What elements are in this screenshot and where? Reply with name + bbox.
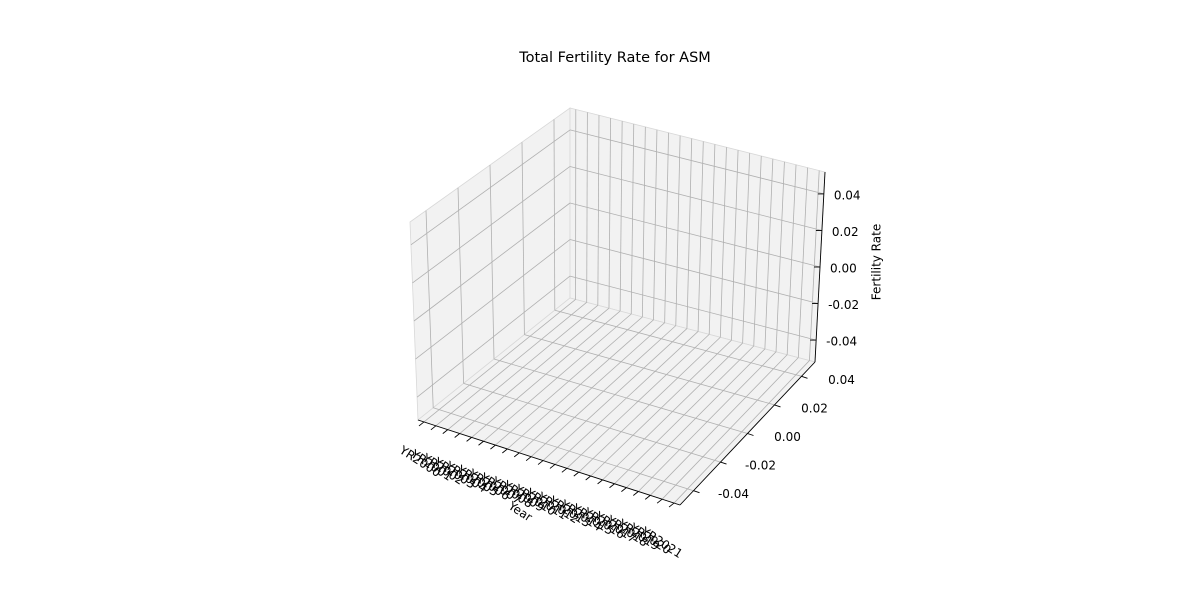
- z-grid-line: [410, 129, 571, 246]
- x-tick: [633, 491, 639, 496]
- y-tick-label: 0.02: [801, 401, 828, 415]
- x-tick: [442, 429, 449, 435]
- x-tick: [418, 421, 425, 427]
- y-tick-label: -0.02: [745, 459, 776, 473]
- x-tick: [466, 437, 472, 442]
- z-grid-line: [412, 166, 571, 284]
- z-tick-label: -0.04: [826, 335, 857, 349]
- x-tick: [430, 425, 437, 431]
- y-tick: [774, 404, 781, 408]
- x-tick: [656, 498, 663, 504]
- x-tick: [644, 494, 651, 500]
- x-tick: [585, 475, 591, 481]
- z-grid-line: [415, 239, 571, 360]
- x-tick: [549, 464, 556, 469]
- z-tick-label: 0.02: [832, 225, 859, 239]
- z-tick-label: 0.04: [834, 188, 861, 202]
- y-grid-line: [493, 358, 748, 434]
- y-tick: [720, 461, 727, 465]
- z-grid-line: [569, 239, 819, 304]
- x-tick: [621, 487, 627, 492]
- panes: [409, 107, 826, 506]
- y-tick: [747, 433, 754, 436]
- x-tick: [573, 471, 580, 477]
- z-grid-line: [569, 275, 817, 341]
- z-grid-line: [416, 275, 571, 398]
- x-tick: [609, 483, 615, 489]
- y-grid-line: [463, 383, 721, 463]
- z-tick-label: -0.02: [828, 298, 859, 312]
- y-tick-label: -0.04: [718, 487, 749, 501]
- x-tick: [502, 448, 508, 454]
- x-tick: [490, 444, 496, 450]
- x-tick: [561, 467, 568, 473]
- z-grid-line: [569, 166, 823, 231]
- x-axis-line: [417, 419, 681, 506]
- y-tick: [801, 375, 808, 379]
- z-grid-line: [569, 129, 824, 195]
- z-axis-label: Fertility Rate: [870, 224, 884, 300]
- y-grid-line: [554, 309, 802, 377]
- z-grid-line: [413, 202, 571, 322]
- x-tick: [668, 502, 675, 508]
- y-grid-line: [433, 407, 694, 492]
- z-tick-label: 0.00: [830, 262, 857, 276]
- x-tick: [525, 456, 532, 462]
- y-tick-label: 0.04: [828, 373, 855, 387]
- z-grid-line: [569, 202, 821, 268]
- chart-title: Total Fertility Rate for ASM: [518, 50, 711, 66]
- y-tick: [693, 490, 700, 494]
- x-tick: [597, 479, 603, 485]
- x-tick: [478, 440, 484, 446]
- x-tick: [454, 433, 460, 438]
- x-tick: [513, 452, 520, 458]
- y-grid-line: [524, 334, 775, 406]
- y-tick-label: 0.00: [774, 430, 801, 444]
- x-tick: [537, 460, 544, 465]
